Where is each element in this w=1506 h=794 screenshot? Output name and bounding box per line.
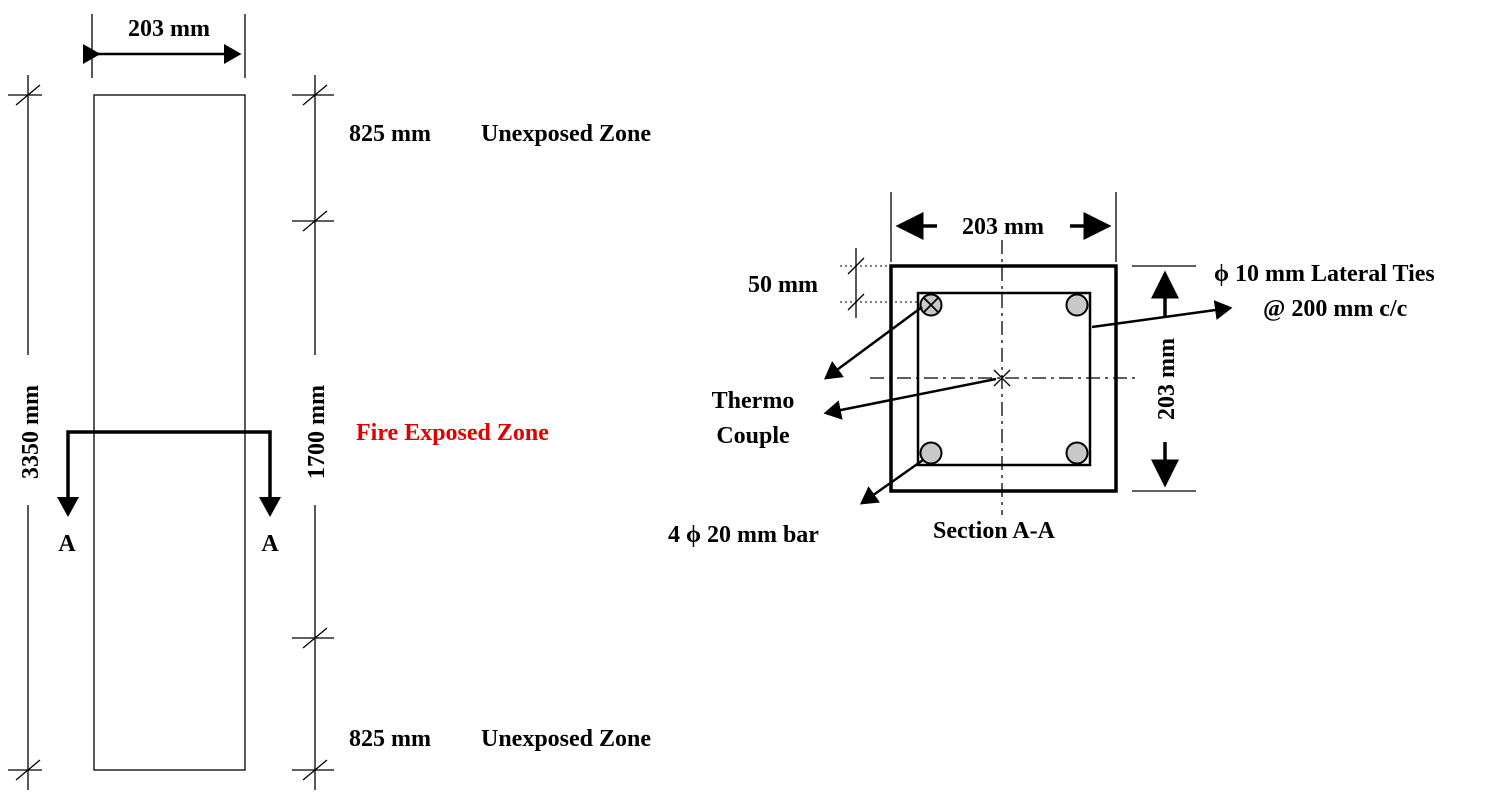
elevation-view: 203 mm 3350 mm 1700 mm 825 mm Unexposed … bbox=[8, 14, 651, 790]
rebar-bottom-left bbox=[919, 441, 943, 465]
thermocouple-label-line2: Couple bbox=[716, 423, 790, 449]
ties-label-line1: ϕ 10 mm Lateral Ties bbox=[1214, 261, 1435, 287]
bars-label: 4 ϕ 20 mm bar bbox=[668, 522, 819, 548]
cover-slash-top bbox=[847, 257, 865, 275]
segment-slash-top bbox=[302, 84, 328, 106]
thermocouple-leader-corner bbox=[823, 305, 923, 380]
total-height-slash-bottom bbox=[15, 759, 41, 781]
section-title: Section A-A bbox=[933, 518, 1056, 544]
section-mark-left: A bbox=[58, 531, 76, 557]
fire-zone-label: Fire Exposed Zone bbox=[356, 420, 549, 446]
bottom-zone-length: 825 mm bbox=[349, 726, 431, 752]
rebar-top-right bbox=[1065, 293, 1089, 317]
total-height-label: 3350 mm bbox=[18, 385, 44, 479]
cross-section-view: 203 mm 203 mm 50 mm ϕ 10 mm Lateral Ties… bbox=[668, 192, 1435, 548]
segment-slash-bottom bbox=[302, 759, 328, 781]
section-height-label: 203 mm bbox=[1154, 338, 1180, 420]
thermocouple-leader-center bbox=[823, 377, 997, 420]
cover-slash-bottom bbox=[847, 293, 865, 311]
section-cut-line bbox=[66, 430, 272, 505]
top-zone-length: 825 mm bbox=[349, 121, 431, 147]
column-width-label: 203 mm bbox=[128, 16, 210, 42]
section-mark-right: A bbox=[261, 531, 279, 557]
rebar-top-left bbox=[919, 293, 943, 317]
exposed-height-label: 1700 mm bbox=[304, 385, 330, 479]
segment-slash-lower bbox=[302, 627, 328, 649]
section-width-label: 203 mm bbox=[962, 214, 1044, 240]
ties-leader bbox=[1091, 300, 1233, 329]
center-thermocouple-icon bbox=[993, 369, 1011, 387]
rebar-bottom-right bbox=[1065, 441, 1089, 465]
top-zone-label: Unexposed Zone bbox=[481, 121, 651, 147]
total-height-slash-top bbox=[15, 84, 41, 106]
lateral-tie bbox=[916, 291, 1092, 467]
cover-label: 50 mm bbox=[748, 272, 818, 298]
section-arrow-left bbox=[57, 497, 79, 517]
thermocouple-label-line1: Thermo bbox=[712, 388, 795, 414]
bottom-zone-label: Unexposed Zone bbox=[481, 726, 651, 752]
segment-slash-upper bbox=[302, 210, 328, 232]
section-arrow-right bbox=[259, 497, 281, 517]
ties-label-line2: @ 200 mm c/c bbox=[1263, 296, 1408, 322]
bars-leader bbox=[859, 458, 924, 505]
